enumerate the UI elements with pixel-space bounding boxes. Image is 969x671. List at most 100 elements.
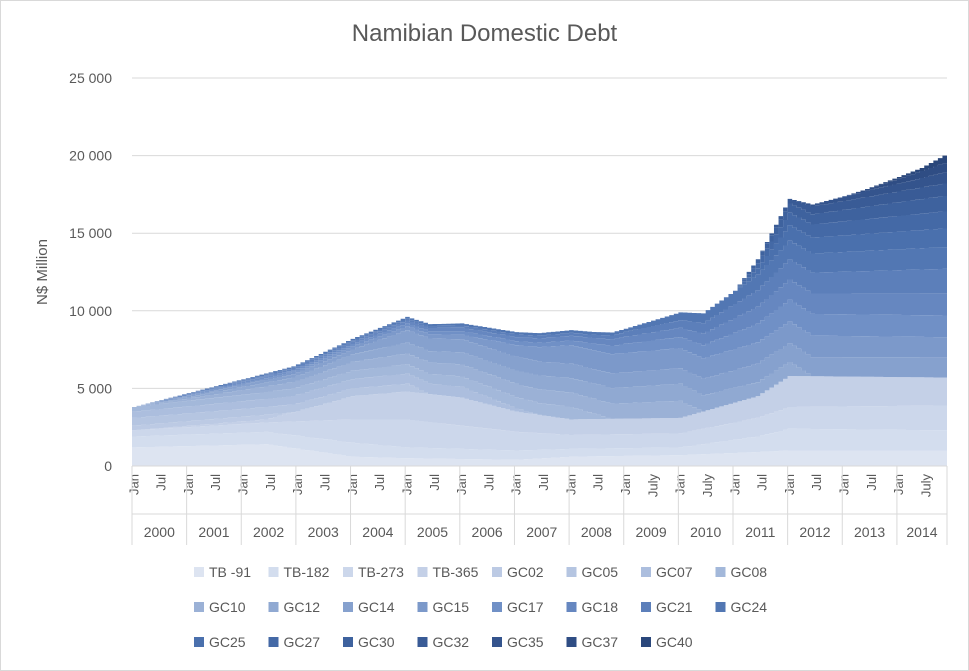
legend-label: GC25 [209,634,246,650]
legend-item-gc08: GC08 [715,564,768,580]
legend-item-gc21: GC21 [641,599,693,615]
x-month-label: Jul [809,474,824,491]
legend-swatch [417,602,428,612]
legend: TB -91 TB-182 TB-273 TB-365 GC02 GC05 GC07 GC08… [194,564,767,650]
series-area-gc30 [132,195,947,408]
legend-swatch [194,567,204,577]
x-year-label: 2002 [253,524,284,540]
plot-area [132,155,947,466]
legend-label: GC14 [358,599,395,615]
legend-swatch [343,567,353,577]
legend-label: GC24 [731,599,768,615]
x-year-label: 2005 [417,524,448,540]
legend-label: GC21 [656,599,693,615]
legend-item-gc35: GC35 [492,634,544,650]
y-axis-label: N$ Million [34,239,51,305]
x-month-label: July [700,474,715,498]
legend-label: GC17 [507,599,544,615]
x-year-label: 2012 [799,524,830,540]
legend-item-gc15: GC15 [417,599,469,615]
x-month-label: Jan [236,474,251,495]
series-area-gc08 [132,364,947,420]
x-year-label: 2007 [526,524,557,540]
x-month-label: Jan [891,474,906,495]
x-month-label: Jul [318,474,333,491]
x-year-label: 2011 [745,524,775,540]
x-month-label: Jan [290,474,305,495]
legend-swatch [343,637,353,647]
legend-swatch [268,567,279,577]
axes: 0 5 000 10 000 15 000 20 000 25 000 Jan Jul Jan J… [69,70,948,545]
legend-item-gc14: GC14 [343,599,395,615]
x-month-label: Jan [454,474,469,495]
x-month-label: Jul [481,474,496,491]
x-year-label: 2000 [144,524,175,540]
x-month-label: Jan [782,474,797,495]
x-year-label: 2010 [690,524,721,540]
legend-swatch [641,602,651,612]
x-month-label: Jul [536,474,551,491]
series-area-tb273 [132,405,947,451]
legend-swatch [641,567,651,577]
legend-label: GC27 [284,634,321,650]
x-year-label: 2001 [198,524,229,540]
legend-label: GC02 [507,564,544,580]
x-year-label: 2013 [854,524,885,540]
legend-item-tb182: TB-182 [268,564,330,580]
legend-item-gc40: GC40 [641,634,693,650]
legend-item-gc24: GC24 [715,599,768,615]
y-tick-label: 0 [104,458,112,474]
legend-swatch [417,637,428,647]
x-month-label: Jan [345,474,360,495]
series-area-tb91 [132,444,947,466]
series-area-gc24 [132,240,947,408]
legend-label: TB-273 [358,564,404,580]
legend-item-gc07: GC07 [641,564,693,580]
x-year-label: 2009 [635,524,666,540]
legend-item-tb365: TB-365 [417,564,479,580]
x-month-label: Jul [755,474,770,491]
x-month-label: Jul [427,474,442,491]
x-month-label: Jul [591,474,606,491]
legend-label: GC08 [731,564,768,580]
x-month-label: Jul [864,474,879,491]
legend-swatch [268,637,279,647]
x-month-label: Jan [727,474,742,495]
legend-item-gc02: GC02 [492,564,544,580]
legend-swatch [268,602,279,612]
legend-item-gc18: GC18 [566,599,619,615]
series-area-gc27 [132,211,947,408]
series-area-gc21 [132,259,947,408]
legend-label: GC30 [358,634,395,650]
legend-label: GC32 [433,634,470,650]
series-area-gc14 [132,330,947,408]
legend-label: GC18 [582,599,619,615]
legend-item-gc30: GC30 [343,634,395,650]
x-month-label: Jul [208,474,223,491]
legend-item-tb91: TB -91 [194,564,251,580]
legend-label: GC10 [209,599,246,615]
x-month-label: Jan [837,474,852,495]
series-area-tb182 [132,428,947,460]
legend-swatch [417,567,428,577]
legend-label: TB -91 [209,564,251,580]
legend-swatch [715,602,726,612]
x-month-label: Jan [126,474,141,495]
x-year-label: 2003 [308,524,339,540]
x-month-label: Jan [181,474,196,495]
y-tick-label: 10 000 [69,303,112,319]
legend-swatch [566,567,577,577]
legend-item-gc05: GC05 [566,564,619,580]
legend-swatch [492,602,502,612]
x-year-label: 2006 [472,524,503,540]
legend-item-gc10: GC10 [194,599,246,615]
legend-label: TB-365 [433,564,479,580]
legend-item-gc25: GC25 [194,634,246,650]
legend-swatch [566,637,577,647]
legend-item-gc12: GC12 [268,599,320,615]
legend-swatch [566,602,577,612]
series-area-gc10 [132,353,947,419]
legend-label: GC05 [582,564,619,580]
legend-label: GC40 [656,634,693,650]
